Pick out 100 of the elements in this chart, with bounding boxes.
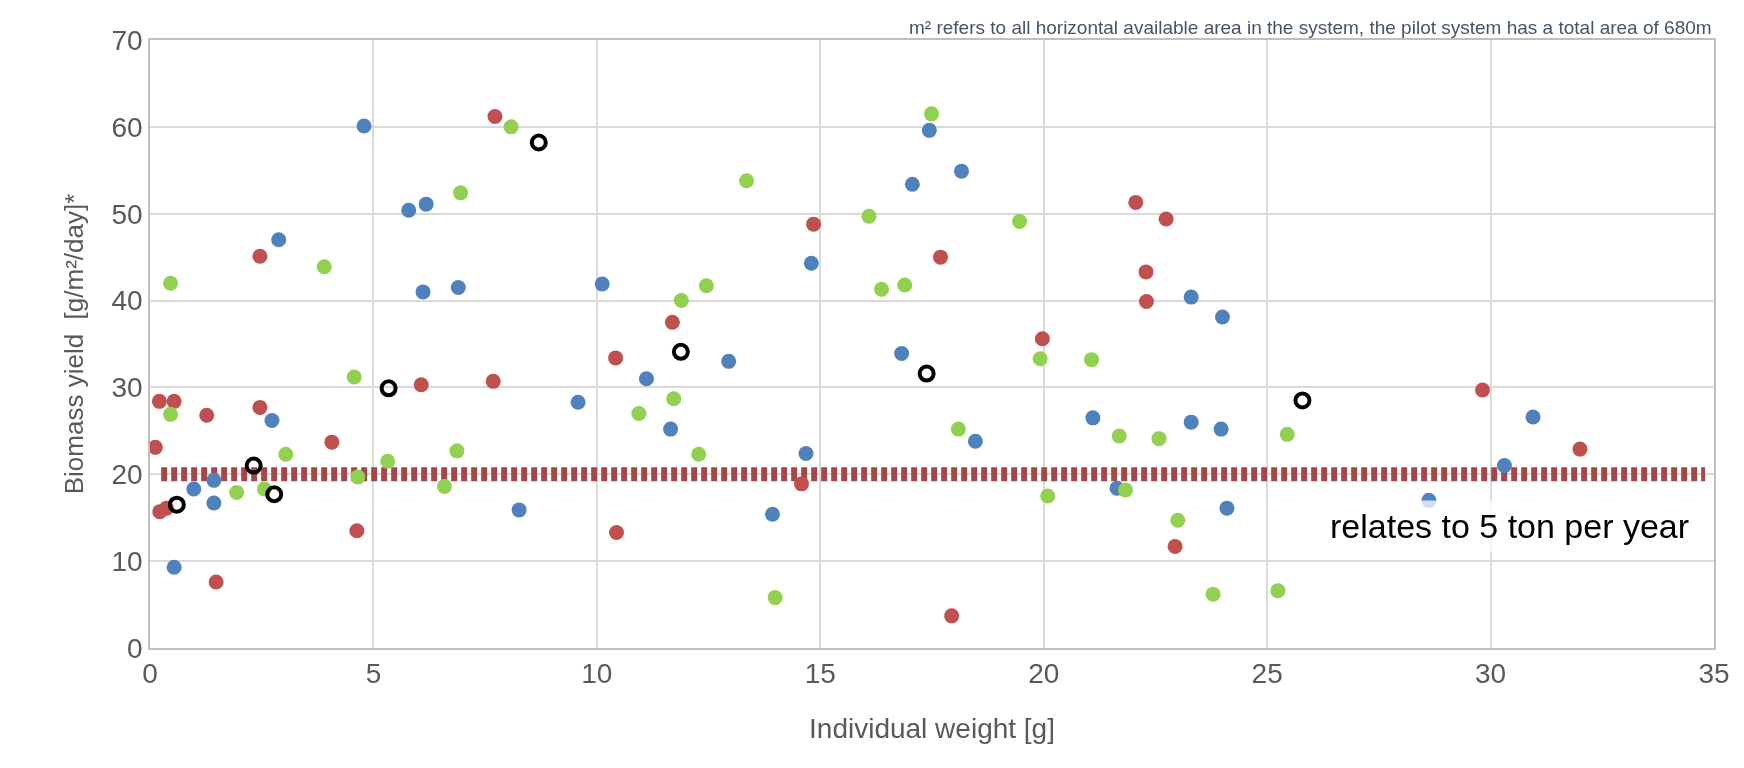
point	[924, 106, 940, 122]
point	[721, 353, 737, 369]
point	[609, 524, 625, 540]
point	[1183, 289, 1199, 305]
point	[1270, 583, 1286, 599]
point	[379, 379, 398, 398]
point	[1151, 431, 1167, 447]
point	[206, 472, 222, 488]
point	[324, 434, 340, 450]
point	[1012, 214, 1028, 230]
point	[664, 314, 680, 330]
point	[271, 232, 287, 248]
y-tick-label: 30	[111, 372, 143, 404]
point	[666, 391, 682, 407]
point	[671, 342, 690, 361]
point	[1219, 500, 1235, 516]
point	[511, 502, 527, 518]
point	[1158, 211, 1174, 227]
point	[485, 373, 501, 389]
y-tick-label: 40	[111, 285, 143, 317]
point	[1475, 382, 1491, 398]
x-tick-label: 35	[1698, 658, 1730, 690]
y-tick-label: 70	[111, 24, 143, 56]
point	[151, 393, 167, 409]
point	[349, 523, 365, 539]
point	[265, 485, 284, 504]
point	[570, 394, 586, 410]
point	[673, 293, 689, 309]
point	[739, 173, 755, 189]
point	[206, 495, 222, 511]
point	[950, 421, 966, 437]
point	[894, 346, 910, 362]
point	[944, 608, 960, 624]
point	[1118, 482, 1133, 498]
point	[453, 185, 469, 201]
point	[1040, 488, 1056, 504]
y-tick-label: 10	[111, 545, 143, 577]
point	[1085, 410, 1101, 426]
point	[450, 280, 466, 296]
point	[861, 208, 877, 224]
x-tick-label: 20	[1028, 658, 1060, 690]
point	[767, 590, 783, 606]
point	[418, 196, 434, 212]
point	[252, 248, 268, 264]
point	[487, 108, 503, 124]
point	[244, 456, 263, 475]
point	[921, 122, 937, 138]
point	[1170, 512, 1186, 528]
y-axis-title: Biomass yield [g/m²/day]*	[59, 193, 90, 495]
point	[897, 277, 913, 293]
point	[904, 176, 920, 192]
point	[208, 574, 224, 590]
point	[798, 445, 814, 461]
point	[917, 364, 936, 383]
x-tick-label: 5	[365, 658, 382, 690]
point	[252, 399, 268, 415]
point	[316, 259, 332, 275]
point	[356, 118, 372, 134]
point	[594, 276, 610, 292]
point	[199, 407, 215, 423]
x-tick-label: 15	[804, 658, 836, 690]
y-tick-label: 50	[111, 198, 143, 230]
point	[1128, 194, 1144, 210]
point	[413, 377, 429, 393]
point	[803, 255, 819, 271]
point	[1525, 409, 1541, 425]
x-axis-title: Individual weight [g]	[809, 712, 1055, 744]
point	[1034, 331, 1050, 347]
point	[1167, 538, 1183, 554]
point	[1032, 351, 1048, 367]
point	[1139, 293, 1154, 309]
point	[874, 281, 890, 297]
point	[529, 133, 548, 152]
point	[1496, 458, 1512, 474]
point	[346, 369, 362, 385]
point	[967, 433, 983, 449]
point	[638, 371, 654, 387]
point	[350, 469, 366, 485]
text: m² refers to all horizontal available area in the system, the pilot system has a total area of 680m	[909, 17, 1712, 38]
point	[794, 476, 810, 492]
point	[167, 495, 186, 514]
point	[1084, 352, 1100, 368]
point	[503, 119, 519, 135]
point	[163, 406, 179, 422]
point	[1138, 264, 1154, 280]
point	[436, 478, 452, 494]
point	[449, 443, 465, 459]
point	[1205, 586, 1221, 602]
point	[186, 481, 202, 497]
point	[1213, 421, 1229, 437]
point	[691, 446, 707, 462]
point	[1293, 391, 1312, 410]
point	[1183, 414, 1199, 430]
point	[401, 202, 417, 218]
point	[1214, 309, 1230, 325]
point	[764, 506, 780, 522]
x-tick-label: 10	[581, 658, 613, 690]
point	[278, 446, 294, 462]
point	[663, 421, 679, 437]
y-tick-label: 60	[111, 111, 143, 143]
